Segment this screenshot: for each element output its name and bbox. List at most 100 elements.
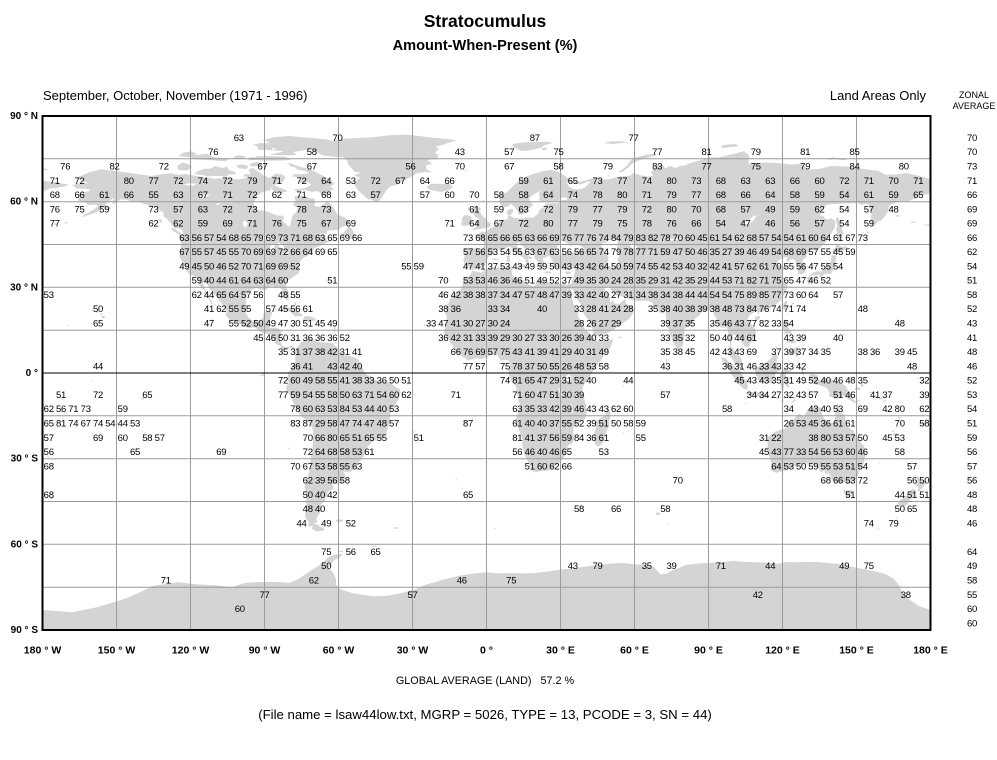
svg-text:57: 57 [845,433,855,444]
svg-text:66: 66 [691,219,701,230]
svg-text:30 ° W: 30 ° W [397,645,429,657]
svg-text:64: 64 [241,276,251,287]
svg-text:60 ° E: 60 ° E [620,645,649,657]
svg-text:74: 74 [771,304,781,315]
svg-text:71: 71 [296,190,306,201]
svg-text:62: 62 [967,247,977,258]
svg-text:51: 51 [525,461,535,472]
svg-text:65: 65 [327,233,337,244]
svg-text:44: 44 [710,276,720,287]
svg-text:60 ° S: 60 ° S [11,539,39,550]
svg-text:35: 35 [525,404,535,415]
svg-text:43: 43 [455,147,465,158]
svg-text:26: 26 [784,419,794,430]
svg-text:70: 70 [290,461,300,472]
svg-text:35: 35 [858,376,868,387]
svg-text:64: 64 [420,176,430,187]
svg-text:47: 47 [438,319,448,330]
svg-text:31: 31 [562,376,572,387]
svg-text:56: 56 [56,404,66,415]
svg-text:57: 57 [808,390,818,401]
svg-text:57: 57 [407,590,417,601]
svg-text:38: 38 [315,347,325,358]
svg-text:59: 59 [623,261,633,272]
svg-text:42: 42 [673,276,683,287]
svg-text:67: 67 [303,461,313,472]
svg-text:33: 33 [488,304,498,315]
svg-text:72: 72 [296,176,306,187]
svg-text:31: 31 [463,333,473,344]
svg-text:35: 35 [685,276,695,287]
svg-text:56: 56 [405,162,415,173]
svg-text:44: 44 [118,419,128,430]
svg-text:53: 53 [586,361,596,372]
svg-text:79: 79 [611,247,621,258]
svg-text:71: 71 [272,176,282,187]
svg-text:24: 24 [611,276,621,287]
svg-text:53: 53 [967,390,977,401]
svg-text:74: 74 [198,176,208,187]
svg-text:76: 76 [60,162,70,173]
svg-text:51: 51 [907,490,917,501]
svg-text:30 ° E: 30 ° E [546,645,575,657]
svg-text:69: 69 [549,233,559,244]
svg-text:80: 80 [666,204,676,215]
svg-text:72: 72 [642,204,652,215]
svg-text:54: 54 [771,233,781,244]
svg-text:45: 45 [216,247,226,258]
svg-text:40: 40 [586,376,596,387]
svg-text:47: 47 [549,290,559,301]
svg-text:57: 57 [967,461,977,472]
svg-text:73: 73 [278,233,288,244]
svg-text:64: 64 [771,461,781,472]
svg-text:50: 50 [303,490,313,501]
svg-text:81: 81 [512,376,522,387]
svg-text:71: 71 [759,276,769,287]
svg-text:34: 34 [500,290,510,301]
svg-text:42: 42 [451,333,461,344]
svg-text:63: 63 [234,133,244,144]
svg-text:39: 39 [537,347,547,358]
svg-text:59: 59 [414,261,424,272]
svg-text:28: 28 [574,319,584,330]
svg-text:51: 51 [845,461,855,472]
svg-text:53: 53 [327,404,337,415]
svg-text:50: 50 [321,561,331,572]
svg-text:49: 49 [327,319,337,330]
svg-text:57: 57 [488,347,498,358]
svg-text:58: 58 [494,190,504,201]
svg-text:70: 70 [673,233,683,244]
svg-text:64: 64 [543,190,553,201]
svg-text:28: 28 [623,304,633,315]
svg-text:58: 58 [327,419,337,430]
svg-text:55: 55 [192,247,202,258]
svg-text:60: 60 [537,461,547,472]
svg-text:75: 75 [771,276,781,287]
svg-text:49: 49 [179,261,189,272]
svg-text:62: 62 [303,476,313,487]
svg-text:59: 59 [814,190,824,201]
svg-text:54: 54 [839,219,849,230]
svg-text:50: 50 [685,247,695,258]
svg-text:55: 55 [784,261,794,272]
svg-text:77: 77 [278,390,288,401]
svg-text:81: 81 [701,147,711,158]
svg-text:31: 31 [290,347,300,358]
svg-text:36: 36 [327,333,337,344]
svg-text:66: 66 [290,247,300,258]
svg-text:41: 41 [599,304,609,315]
svg-text:33: 33 [759,361,769,372]
svg-text:54: 54 [500,247,510,258]
svg-text:70: 70 [691,204,701,215]
svg-text:53: 53 [130,419,140,430]
svg-text:70: 70 [438,276,448,287]
svg-text:24: 24 [611,304,621,315]
svg-text:82: 82 [109,162,119,173]
svg-text:53: 53 [895,433,905,444]
svg-text:35: 35 [642,561,652,572]
svg-text:42: 42 [586,290,596,301]
svg-text:55: 55 [636,433,646,444]
svg-text:74: 74 [636,261,646,272]
svg-text:40: 40 [315,490,325,501]
svg-text:52: 52 [229,261,239,272]
